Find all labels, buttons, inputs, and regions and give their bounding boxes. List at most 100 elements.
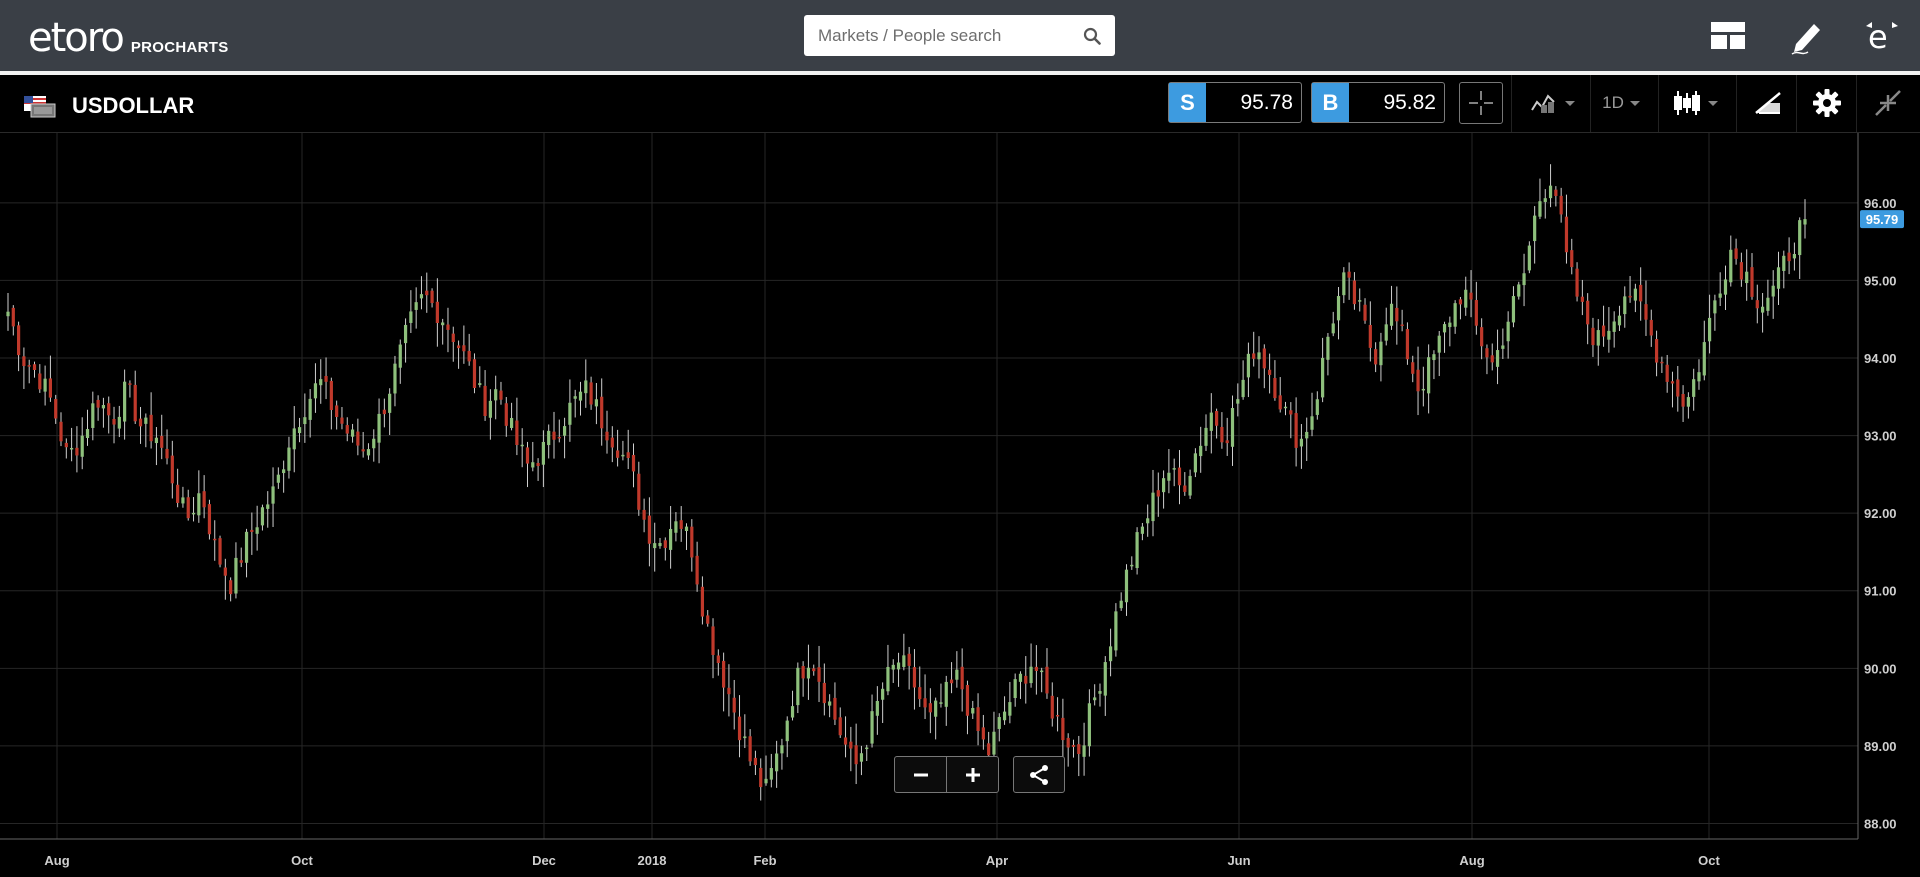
candle-body xyxy=(1305,431,1309,439)
candle-body xyxy=(748,736,752,762)
x-axis-tick-label: Oct xyxy=(1698,853,1720,868)
candle-body xyxy=(1596,330,1600,346)
candle-body xyxy=(1241,379,1245,398)
etoro-logo[interactable]: etoro PROCHARTS xyxy=(28,12,229,58)
candle-body xyxy=(1082,745,1086,757)
candle-body xyxy=(1485,348,1489,358)
zoom-out-button[interactable] xyxy=(895,757,946,792)
candle-body xyxy=(1601,325,1606,337)
collapse-button[interactable] xyxy=(1866,82,1910,124)
indicators-button[interactable] xyxy=(1522,82,1584,124)
candle-body xyxy=(780,745,784,754)
candle-body xyxy=(1697,372,1701,382)
candle-body xyxy=(1713,300,1717,314)
chart-type-dropdown[interactable] xyxy=(1666,82,1726,124)
candle-body xyxy=(785,720,789,742)
candle-body xyxy=(303,417,307,425)
toolbar-divider xyxy=(1590,75,1591,132)
candle-body xyxy=(1633,288,1637,301)
candle-body xyxy=(1045,666,1049,694)
x-axis-tick-label: Jun xyxy=(1227,853,1250,868)
candle-body xyxy=(912,667,917,688)
candle-body xyxy=(1776,267,1781,289)
candle-body xyxy=(446,324,450,330)
candle-body xyxy=(1055,715,1060,717)
candle-body xyxy=(54,398,58,419)
candle-body xyxy=(907,653,911,666)
candle-body xyxy=(1172,468,1176,470)
chevron-down-icon xyxy=(1565,101,1575,106)
zoom-in-button[interactable] xyxy=(947,757,998,792)
candle-body xyxy=(669,528,673,550)
candle-body xyxy=(700,586,705,617)
candle-body xyxy=(822,682,826,704)
candle-body xyxy=(287,447,291,471)
candle-body xyxy=(1665,364,1669,382)
candle-body xyxy=(1093,697,1097,701)
candle-body xyxy=(1326,336,1330,360)
candle-body xyxy=(1358,300,1362,302)
candle-body xyxy=(1389,303,1394,326)
candle-body xyxy=(870,711,874,744)
candle-body xyxy=(1363,304,1367,321)
buy-button[interactable]: B 95.82 xyxy=(1311,82,1445,123)
candle-body xyxy=(1405,329,1410,360)
timeframe-dropdown[interactable]: 1D xyxy=(1596,82,1648,124)
candle-body xyxy=(1315,399,1319,415)
candle-body xyxy=(1077,744,1081,755)
candle-body xyxy=(255,527,259,534)
candle-body xyxy=(43,378,47,392)
candle-body xyxy=(499,390,503,400)
candlestick-chart[interactable]: 96.00 95.00 94.00 93.00 92.00 91.00 90.00 89.00… xyxy=(0,133,1920,872)
candle-body xyxy=(568,402,572,425)
layout-icon[interactable] xyxy=(1708,16,1748,56)
candle-body xyxy=(1564,216,1569,253)
candle-body xyxy=(48,378,53,398)
us-flag-icon xyxy=(24,96,56,118)
candle-body xyxy=(313,383,318,399)
crosshair-button[interactable] xyxy=(1459,82,1503,124)
share-button[interactable] xyxy=(1013,756,1065,793)
candle-body xyxy=(1034,666,1038,671)
candle-body xyxy=(350,429,355,437)
candle-body xyxy=(1024,675,1028,684)
candle-body xyxy=(1347,271,1351,278)
candle-body xyxy=(647,515,652,544)
candle-body xyxy=(1294,413,1298,448)
x-axis-tick-label: Oct xyxy=(291,853,313,868)
candle-body xyxy=(149,414,153,442)
drawing-tools-icon xyxy=(1755,92,1781,114)
candle-body xyxy=(1511,296,1516,323)
y-axis-tick-label: 95.00 xyxy=(1864,273,1897,288)
sell-button[interactable]: S 95.78 xyxy=(1168,82,1302,123)
candle-body xyxy=(1644,304,1648,320)
candle-body xyxy=(1215,411,1219,426)
search-input[interactable]: Markets / People search xyxy=(804,15,1115,56)
candle-body xyxy=(1750,267,1754,297)
drawing-tools-button[interactable] xyxy=(1746,82,1790,124)
candle-body xyxy=(414,302,418,310)
candle-body xyxy=(112,419,116,425)
draw-pencil-icon[interactable] xyxy=(1788,16,1828,56)
candle-body xyxy=(981,727,985,740)
candle-body xyxy=(1427,357,1431,394)
search-icon[interactable] xyxy=(1083,27,1101,45)
candle-body xyxy=(1331,323,1335,334)
candle-body xyxy=(663,540,667,548)
candle-body xyxy=(743,736,747,739)
settings-button[interactable] xyxy=(1806,82,1848,124)
candle-body xyxy=(1384,324,1388,341)
price-chart[interactable]: 96.00 95.00 94.00 93.00 92.00 91.00 90.00 89.00… xyxy=(0,133,1920,872)
candle-body xyxy=(1124,569,1129,603)
etoro-profile-icon[interactable]: e xyxy=(1862,16,1902,56)
candle-body xyxy=(621,454,625,457)
candle-body xyxy=(1453,303,1457,327)
candle-body xyxy=(403,324,408,344)
candle-body xyxy=(769,768,773,780)
candle-body xyxy=(1501,345,1505,349)
candle-body xyxy=(1458,299,1463,305)
candle-body xyxy=(1612,321,1616,332)
candle-body xyxy=(875,700,879,716)
candle-body xyxy=(1220,426,1224,443)
candle-body xyxy=(722,660,726,688)
